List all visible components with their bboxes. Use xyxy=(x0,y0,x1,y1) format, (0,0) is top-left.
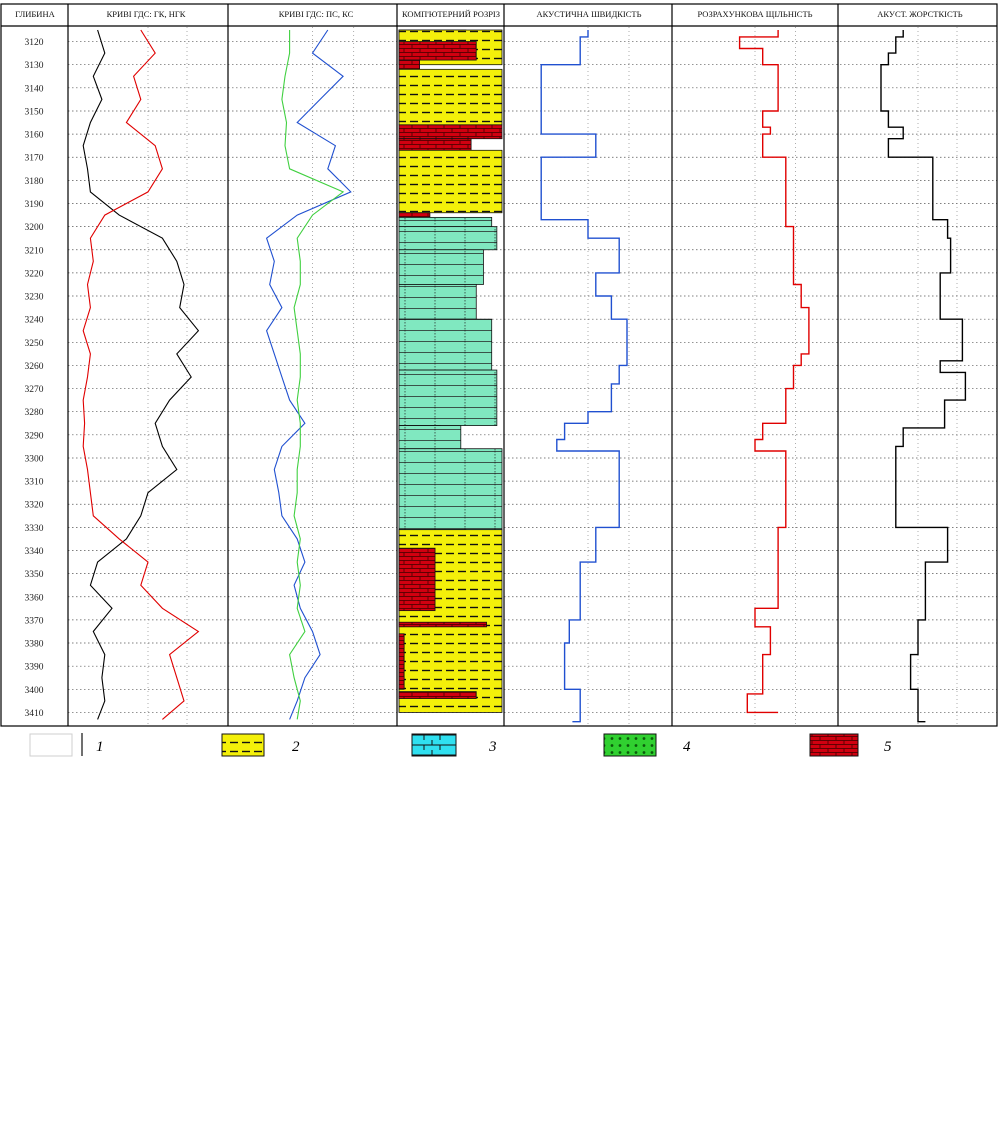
depth-label-3390: 3390 xyxy=(25,663,44,673)
depth-label-3180: 3180 xyxy=(25,177,44,187)
depth-label-3220: 3220 xyxy=(25,269,44,279)
curve-panel2-2 xyxy=(265,29,352,720)
curve-panel1-1 xyxy=(82,29,200,720)
legend: 1 2 3 4 5 xyxy=(29,733,892,757)
legend-swatch-1 xyxy=(29,733,73,757)
lithology-bed-4 xyxy=(398,68,503,126)
legend-label-3: 3 xyxy=(488,739,497,755)
depth-label-3310: 3310 xyxy=(25,478,44,488)
header-acoustic-velocity: АКУСТИЧНА ШВИДКІСТЬ xyxy=(536,9,641,19)
header-lithology: КОМП'ЮТЕРНИЙ РОЗРІЗ xyxy=(402,9,500,19)
lithology-bed-23 xyxy=(398,691,477,699)
legend-label-2: 2 xyxy=(292,739,300,755)
depth-label-3210: 3210 xyxy=(25,246,44,256)
curve-panel4-4 xyxy=(540,30,628,723)
depth-label-3150: 3150 xyxy=(25,107,44,117)
depth-label-3230: 3230 xyxy=(25,293,44,303)
outer-border xyxy=(0,3,998,727)
legend-swatch-4 xyxy=(603,733,657,757)
depth-label-3330: 3330 xyxy=(25,524,44,534)
header-gk-ngk: КРИВІ ГДС: ГК, НГК xyxy=(107,9,186,19)
depth-label-3160: 3160 xyxy=(25,131,44,141)
lithology-bed-17 xyxy=(398,448,503,531)
lithology-bed-5 xyxy=(398,124,503,140)
depth-label-3320: 3320 xyxy=(25,501,44,511)
depth-label-3140: 3140 xyxy=(25,84,44,94)
depth-gridlines xyxy=(68,27,997,726)
lithology-bed-16 xyxy=(398,425,462,450)
lithology-bed-20 xyxy=(398,547,436,612)
lithology-bed-9 xyxy=(398,216,493,228)
lithology-bed-22 xyxy=(398,633,405,690)
lithology-bed-12 xyxy=(398,284,477,320)
legend-label-4: 4 xyxy=(683,739,691,755)
legend-swatch-2 xyxy=(221,733,265,757)
log-curves xyxy=(82,29,967,723)
header-depth: ГЛИБИНА xyxy=(15,9,55,19)
lithology-bed-10 xyxy=(398,226,498,251)
depth-tick-labels: 3120 3130 3140 3150 3160 3170 3180 3190 3200 3210… xyxy=(25,38,44,719)
column-headers: ГЛИБИНА КРИВІ ГДС: ГК, НГК КРИВІ ГДС: ПС… xyxy=(15,9,963,19)
depth-label-3260: 3260 xyxy=(25,362,44,372)
depth-label-3360: 3360 xyxy=(25,593,44,603)
lithology-column xyxy=(398,29,503,713)
curve-panel5-5 xyxy=(738,30,810,714)
header-acoustic-impedance: АКУСТ. ЖОРСТКІСТЬ xyxy=(877,9,963,19)
depth-label-3410: 3410 xyxy=(25,709,44,719)
lithology-bed-7 xyxy=(398,149,503,214)
lithology-bed-2 xyxy=(398,41,477,61)
depth-label-3170: 3170 xyxy=(25,154,44,164)
legend-swatch-3 xyxy=(411,733,457,757)
lithology-bed-21 xyxy=(398,621,487,628)
lithology-bed-11 xyxy=(398,249,484,285)
depth-label-3370: 3370 xyxy=(25,616,44,626)
depth-label-3240: 3240 xyxy=(25,316,44,326)
depth-label-3250: 3250 xyxy=(25,339,44,349)
header-density: РОЗРАХУНКОВА ЩІЛЬНІСТЬ xyxy=(697,9,812,19)
depth-label-3350: 3350 xyxy=(25,570,44,580)
panel-frame xyxy=(0,3,998,727)
lithology-bed-8 xyxy=(398,212,431,218)
depth-label-3290: 3290 xyxy=(25,431,44,441)
lithology-bed-14 xyxy=(398,369,498,426)
legend-swatch-5 xyxy=(809,733,859,757)
legend-label-5: 5 xyxy=(884,739,892,755)
depth-label-3380: 3380 xyxy=(25,640,44,650)
depth-label-3120: 3120 xyxy=(25,38,44,48)
depth-label-3200: 3200 xyxy=(25,223,44,233)
depth-label-3130: 3130 xyxy=(25,61,44,71)
lithology-bed-3 xyxy=(398,59,421,70)
depth-label-3190: 3190 xyxy=(25,200,44,210)
header-ps-ks: КРИВІ ГДС: ПС, КС xyxy=(279,9,354,19)
lithology-bed-13 xyxy=(398,318,493,371)
curve-panel2-3 xyxy=(281,30,345,720)
legend-label-1: 1 xyxy=(96,739,104,755)
depth-label-3280: 3280 xyxy=(25,408,44,418)
lithology-bed-6 xyxy=(398,138,472,151)
depth-label-3340: 3340 xyxy=(25,547,44,557)
curve-panel1-0 xyxy=(82,29,200,720)
depth-label-3300: 3300 xyxy=(25,454,44,464)
curve-panel6-6 xyxy=(880,30,967,723)
depth-label-3400: 3400 xyxy=(25,686,44,696)
depth-label-3270: 3270 xyxy=(25,385,44,395)
